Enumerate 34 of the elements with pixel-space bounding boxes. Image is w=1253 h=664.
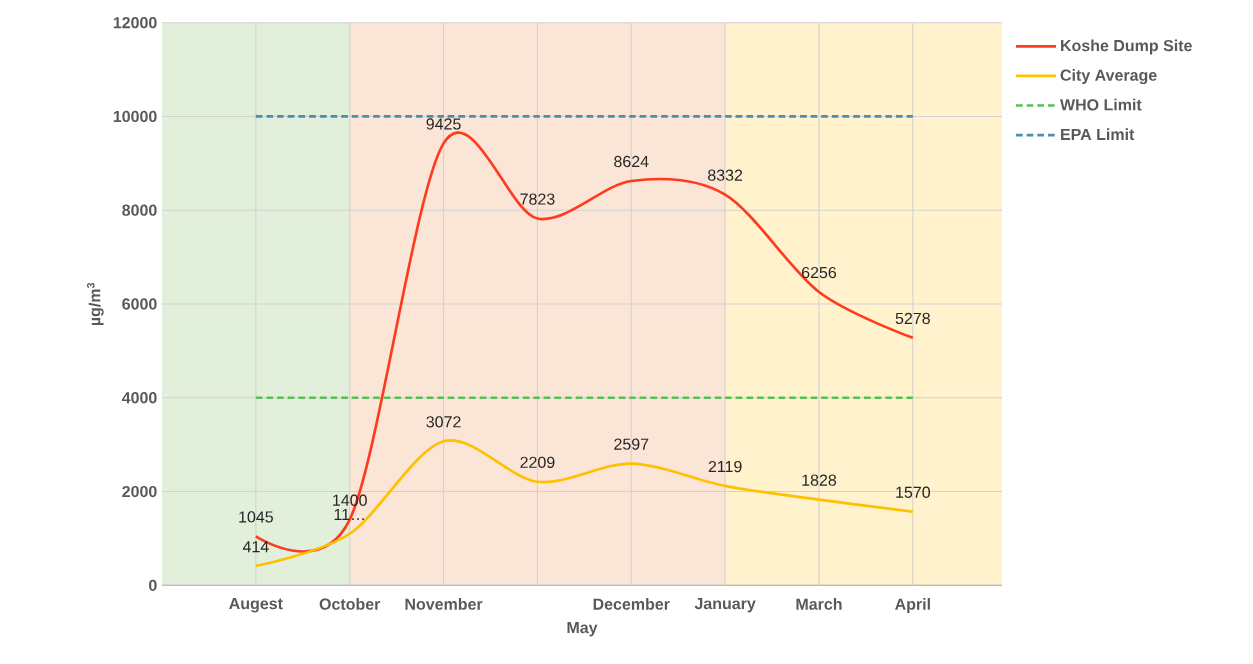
x-tick-label: April bbox=[895, 598, 930, 613]
x-tick-label: January bbox=[694, 598, 756, 613]
data-label: 8332 bbox=[708, 169, 743, 181]
y-tick-label: 12000 bbox=[113, 17, 157, 29]
data-label: 3072 bbox=[426, 416, 461, 428]
y-axis-title: µg/m$^{3}$ bbox=[87, 282, 104, 326]
data-label: 2597 bbox=[614, 438, 649, 450]
data-label: 2119 bbox=[708, 460, 742, 473]
data-label: 414 bbox=[242, 541, 269, 553]
legend-label: WHO Limit bbox=[1060, 98, 1142, 111]
data-label: 1045 bbox=[239, 511, 273, 523]
legend-label: EPA Limit bbox=[1061, 128, 1135, 141]
legend-label: Koshe Dump Site bbox=[1061, 39, 1192, 55]
x-tick-label: October bbox=[319, 598, 381, 610]
data-label: 1570 bbox=[896, 486, 931, 498]
x-tick-label: November bbox=[405, 598, 483, 610]
legend-label: City Average bbox=[1060, 69, 1157, 85]
x-axis-title: May bbox=[567, 622, 598, 637]
data-label: 5278 bbox=[895, 312, 930, 325]
y-tick-label: 10000 bbox=[113, 110, 157, 123]
x-tick-label: March bbox=[796, 598, 842, 610]
data-label: 7823 bbox=[520, 193, 555, 205]
x-tick-label: December bbox=[593, 598, 670, 610]
data-label: 6256 bbox=[802, 266, 837, 279]
data-label: 1828 bbox=[802, 474, 837, 486]
y-tick-label: 2000 bbox=[122, 485, 157, 498]
data-label: 8624 bbox=[614, 155, 649, 168]
data-label: 9425 bbox=[426, 118, 461, 130]
data-label: 2209 bbox=[520, 456, 555, 468]
y-tick-label: 0 bbox=[149, 579, 157, 591]
y-tick-label: 8000 bbox=[122, 204, 157, 216]
y-tick-label: 6000 bbox=[122, 298, 157, 310]
x-tick-label: Augest bbox=[229, 598, 283, 613]
y-tick-label: 4000 bbox=[121, 392, 157, 404]
